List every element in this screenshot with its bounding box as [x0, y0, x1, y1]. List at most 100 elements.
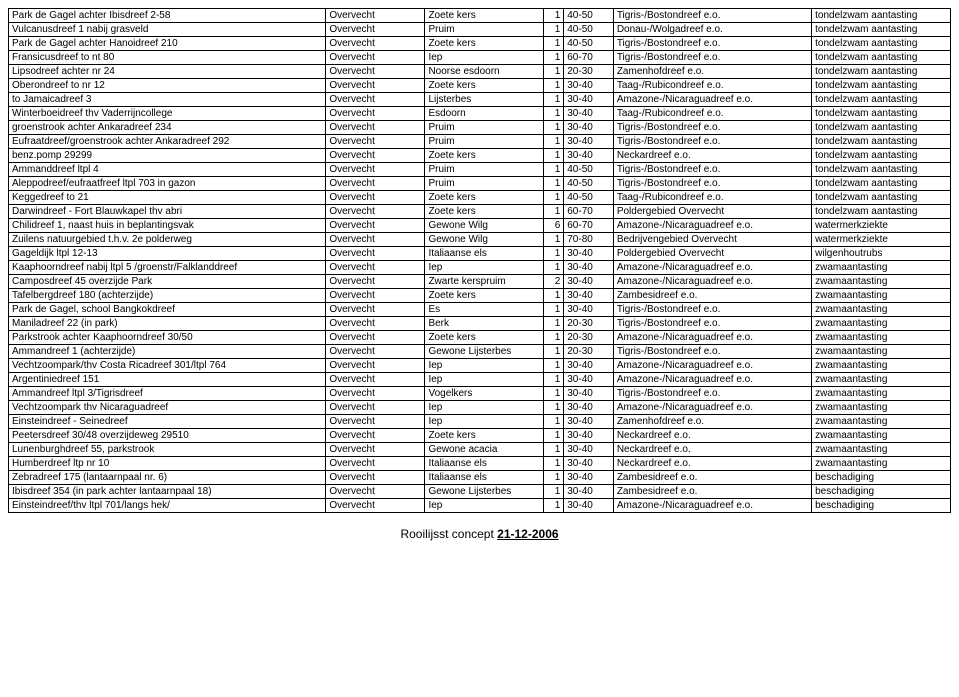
- table-cell: Lipsodreef achter nr 24: [9, 65, 326, 79]
- table-cell: Park de Gagel, school Bangkokdreef: [9, 303, 326, 317]
- table-cell: 1: [544, 65, 564, 79]
- table-cell: Amazone-/Nicaraguadreef e.o.: [613, 359, 811, 373]
- table-cell: 30-40: [564, 247, 614, 261]
- table-cell: Zoete kers: [425, 429, 544, 443]
- table-cell: 30-40: [564, 457, 614, 471]
- table-cell: Tigris-/Bostondreef e.o.: [613, 177, 811, 191]
- table-cell: Overvecht: [326, 23, 425, 37]
- table-cell: Chilidreef 1, naast huis in beplantingsv…: [9, 219, 326, 233]
- table-row: Ammanddreef ltpl 4OvervechtPruim140-50Ti…: [9, 163, 951, 177]
- table-cell: Overvecht: [326, 373, 425, 387]
- table-cell: 40-50: [564, 23, 614, 37]
- table-cell: Zuilens natuurgebied t.h.v. 2e polderweg: [9, 233, 326, 247]
- table-cell: 30-40: [564, 107, 614, 121]
- table-row: Ammandreef 1 (achterzijde)OvervechtGewon…: [9, 345, 951, 359]
- table-cell: Overvecht: [326, 275, 425, 289]
- table-row: Camposdreef 45 overzijde ParkOvervechtZw…: [9, 275, 951, 289]
- table-cell: Tigris-/Bostondreef e.o.: [613, 163, 811, 177]
- table-cell: 1: [544, 51, 564, 65]
- table-cell: Gewone Lijsterbes: [425, 345, 544, 359]
- table-cell: Zoete kers: [425, 149, 544, 163]
- table-cell: Berk: [425, 317, 544, 331]
- table-cell: Vogelkers: [425, 387, 544, 401]
- table-row: Oberondreef to nr 12OvervechtZoete kers1…: [9, 79, 951, 93]
- table-cell: Overvecht: [326, 415, 425, 429]
- table-cell: Tigris-/Bostondreef e.o.: [613, 317, 811, 331]
- table-cell: Tigris-/Bostondreef e.o.: [613, 121, 811, 135]
- table-cell: Overvecht: [326, 387, 425, 401]
- table-row: Zebradreef 175 (lantaarnpaal nr. 6)Overv…: [9, 471, 951, 485]
- table-cell: 30-40: [564, 387, 614, 401]
- table-cell: Tigris-/Bostondreef e.o.: [613, 387, 811, 401]
- table-cell: Tigris-/Bostondreef e.o.: [613, 9, 811, 23]
- table-cell: Iep: [425, 51, 544, 65]
- table-cell: watermerkziekte: [812, 219, 951, 233]
- table-row: Humberdreef ltp nr 10OvervechtItaliaanse…: [9, 457, 951, 471]
- table-cell: 70-80: [564, 233, 614, 247]
- table-cell: Aleppodreef/eufraatfreef ltpl 703 in gaz…: [9, 177, 326, 191]
- table-cell: tondelzwam aantasting: [812, 51, 951, 65]
- table-cell: Lunenburghdreef 55, parkstrook: [9, 443, 326, 457]
- table-row: Aleppodreef/eufraatfreef ltpl 703 in gaz…: [9, 177, 951, 191]
- table-cell: 30-40: [564, 373, 614, 387]
- table-cell: Fransicusdreef to nt 80: [9, 51, 326, 65]
- table-cell: zwamaantasting: [812, 345, 951, 359]
- table-cell: Pruim: [425, 121, 544, 135]
- table-cell: zwamaantasting: [812, 387, 951, 401]
- table-row: Chilidreef 1, naast huis in beplantingsv…: [9, 219, 951, 233]
- table-cell: wilgenhoutrubs: [812, 247, 951, 261]
- table-cell: to Jamaicadreef 3: [9, 93, 326, 107]
- table-row: Eufraatdreef/groenstrook achter Ankaradr…: [9, 135, 951, 149]
- table-cell: 30-40: [564, 499, 614, 513]
- table-cell: Park de Gagel achter Hanoidreef 210: [9, 37, 326, 51]
- table-cell: tondelzwam aantasting: [812, 107, 951, 121]
- table-row: Vulcanusdreef 1 nabij grasveldOvervechtP…: [9, 23, 951, 37]
- table-cell: Ammandreef 1 (achterzijde): [9, 345, 326, 359]
- table-cell: Zebradreef 175 (lantaarnpaal nr. 6): [9, 471, 326, 485]
- table-cell: 20-30: [564, 65, 614, 79]
- table-cell: 30-40: [564, 135, 614, 149]
- table-cell: Overvecht: [326, 37, 425, 51]
- table-cell: 1: [544, 499, 564, 513]
- table-cell: Eufraatdreef/groenstrook achter Ankaradr…: [9, 135, 326, 149]
- table-cell: 40-50: [564, 191, 614, 205]
- table-cell: Amazone-/Nicaraguadreef e.o.: [613, 373, 811, 387]
- table-cell: 1: [544, 135, 564, 149]
- table-cell: Bedrijvengebied Overvecht: [613, 233, 811, 247]
- table-cell: Overvecht: [326, 261, 425, 275]
- table-row: Vechtzoompark/thv Costa Ricadreef 301/lt…: [9, 359, 951, 373]
- table-row: Lipsodreef achter nr 24OvervechtNoorse e…: [9, 65, 951, 79]
- table-cell: Overvecht: [326, 331, 425, 345]
- table-cell: Amazone-/Nicaraguadreef e.o.: [613, 275, 811, 289]
- table-cell: Overvecht: [326, 429, 425, 443]
- table-cell: tondelzwam aantasting: [812, 9, 951, 23]
- table-cell: zwamaantasting: [812, 275, 951, 289]
- table-cell: Overvecht: [326, 79, 425, 93]
- table-row: Einsteindreef/thv ltpl 701/langs hek/Ove…: [9, 499, 951, 513]
- footer-date: 21-12-2006: [497, 527, 558, 541]
- table-cell: 1: [544, 387, 564, 401]
- table-cell: 1: [544, 345, 564, 359]
- table-cell: zwamaantasting: [812, 359, 951, 373]
- table-cell: Einsteindreef/thv ltpl 701/langs hek/: [9, 499, 326, 513]
- table-cell: 30-40: [564, 261, 614, 275]
- table-row: benz.pomp 29299OvervechtZoete kers130-40…: [9, 149, 951, 163]
- table-row: Vechtzoompark thv NicaraguadreefOvervech…: [9, 401, 951, 415]
- table-cell: tondelzwam aantasting: [812, 191, 951, 205]
- table-cell: Pruim: [425, 135, 544, 149]
- table-cell: Overvecht: [326, 219, 425, 233]
- table-cell: 1: [544, 93, 564, 107]
- table-cell: 1: [544, 107, 564, 121]
- table-cell: tondelzwam aantasting: [812, 23, 951, 37]
- table-cell: 1: [544, 149, 564, 163]
- table-cell: 30-40: [564, 121, 614, 135]
- table-cell: tondelzwam aantasting: [812, 121, 951, 135]
- table-cell: Overvecht: [326, 499, 425, 513]
- table-cell: 30-40: [564, 149, 614, 163]
- table-cell: Keggedreef to 21: [9, 191, 326, 205]
- table-cell: Neckardreef e.o.: [613, 149, 811, 163]
- table-cell: 30-40: [564, 93, 614, 107]
- table-cell: zwamaantasting: [812, 457, 951, 471]
- table-cell: 60-70: [564, 205, 614, 219]
- table-cell: Overvecht: [326, 485, 425, 499]
